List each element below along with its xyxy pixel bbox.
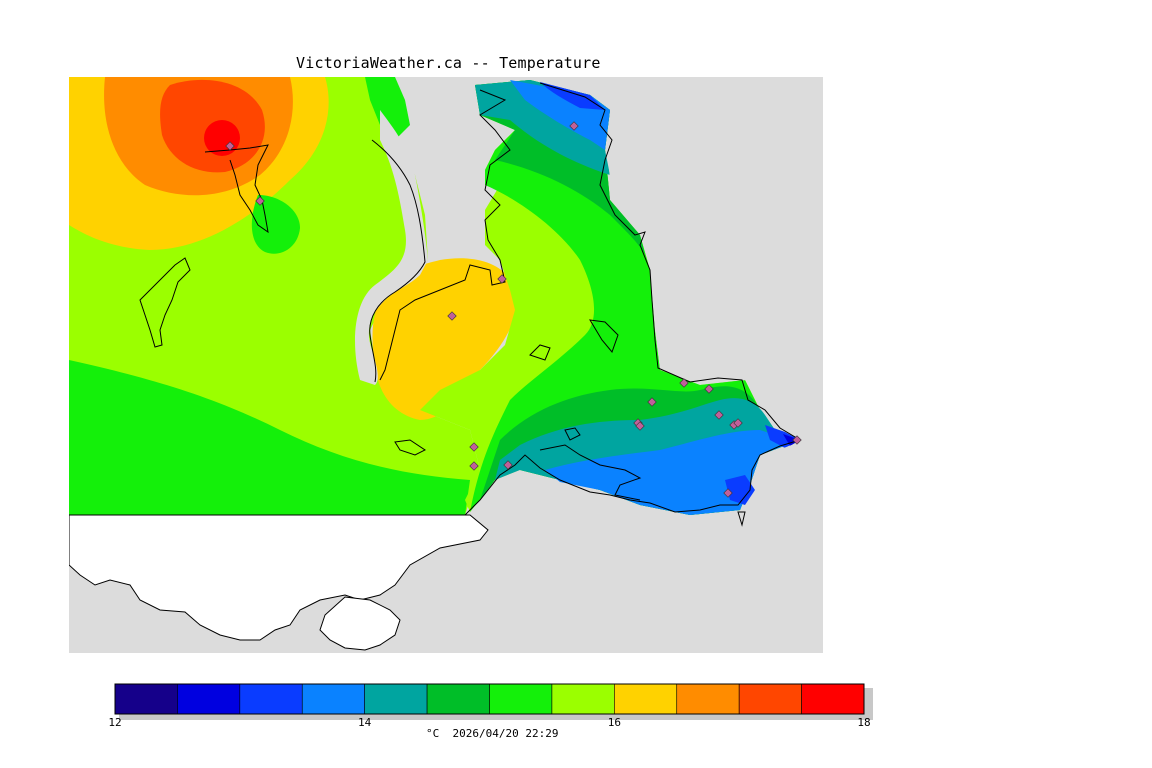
legend-bin (738, 683, 802, 715)
region-east-teal (475, 80, 800, 515)
water-inlets (355, 77, 823, 653)
coast-saanich-inlet (369, 139, 426, 383)
legend-bin (426, 683, 490, 715)
southern-land-b (319, 596, 401, 651)
legend-bin (676, 683, 740, 715)
coast-small-isle-3 (589, 319, 619, 353)
station-marker (792, 435, 802, 445)
coast-peninsula-west (379, 89, 511, 381)
station-marker (497, 274, 507, 284)
coast-small-isle-2 (529, 344, 551, 361)
coastlines (139, 82, 802, 527)
station-marker (469, 461, 479, 471)
legend-bin (301, 683, 365, 715)
legend-bin (239, 683, 303, 715)
coast-inner-harbour (539, 444, 642, 501)
inlet-east-strait (470, 77, 823, 653)
legend-bin (801, 683, 865, 715)
region-sw-green (69, 360, 470, 515)
legend-bin (551, 683, 615, 715)
station-marker (635, 421, 645, 431)
legend-bins (114, 683, 865, 715)
legend-tick-label: 16 (607, 716, 621, 729)
station-marker (255, 196, 265, 206)
coast-peninsula-east (464, 82, 802, 516)
station-marker (569, 121, 579, 131)
legend-bin (177, 683, 241, 715)
region-east-deepblue (783, 434, 800, 446)
legend-bin (364, 683, 428, 715)
map-title: VictoriaWeather.ca -- Temperature (296, 54, 601, 72)
temperature-field (69, 77, 518, 515)
coast-northwest-river (204, 144, 269, 234)
legend-tick-label: 14 (358, 716, 372, 729)
region-yellow-center (372, 258, 518, 420)
station-markers (225, 121, 802, 498)
legend-tick-label: 12 (108, 716, 122, 729)
station-marker (723, 488, 733, 498)
station-marker (704, 384, 714, 394)
legend-bin (614, 683, 678, 715)
region-n-green (365, 77, 410, 140)
station-marker (469, 442, 479, 452)
station-marker (733, 418, 743, 428)
station-marker (503, 460, 513, 470)
coast-small-isle-4 (737, 511, 746, 527)
legend-bin (489, 683, 553, 715)
station-marker (225, 141, 235, 151)
station-marker (647, 397, 657, 407)
coast-small-isle-1 (394, 439, 426, 456)
coast-spit (564, 427, 581, 441)
inlet-saanich (355, 110, 428, 385)
eastern-peninsula (420, 80, 800, 515)
map-area (69, 77, 823, 653)
coast-west-island (139, 257, 191, 348)
southern-land (69, 514, 489, 641)
station-marker (447, 311, 457, 321)
station-marker (714, 410, 724, 420)
legend-caption: °C 2026/04/20 22:29 (426, 727, 559, 740)
legend-tick-label: 18 (857, 716, 871, 729)
station-marker (679, 378, 689, 388)
legend-border (114, 683, 865, 715)
legend-bin (114, 683, 178, 715)
